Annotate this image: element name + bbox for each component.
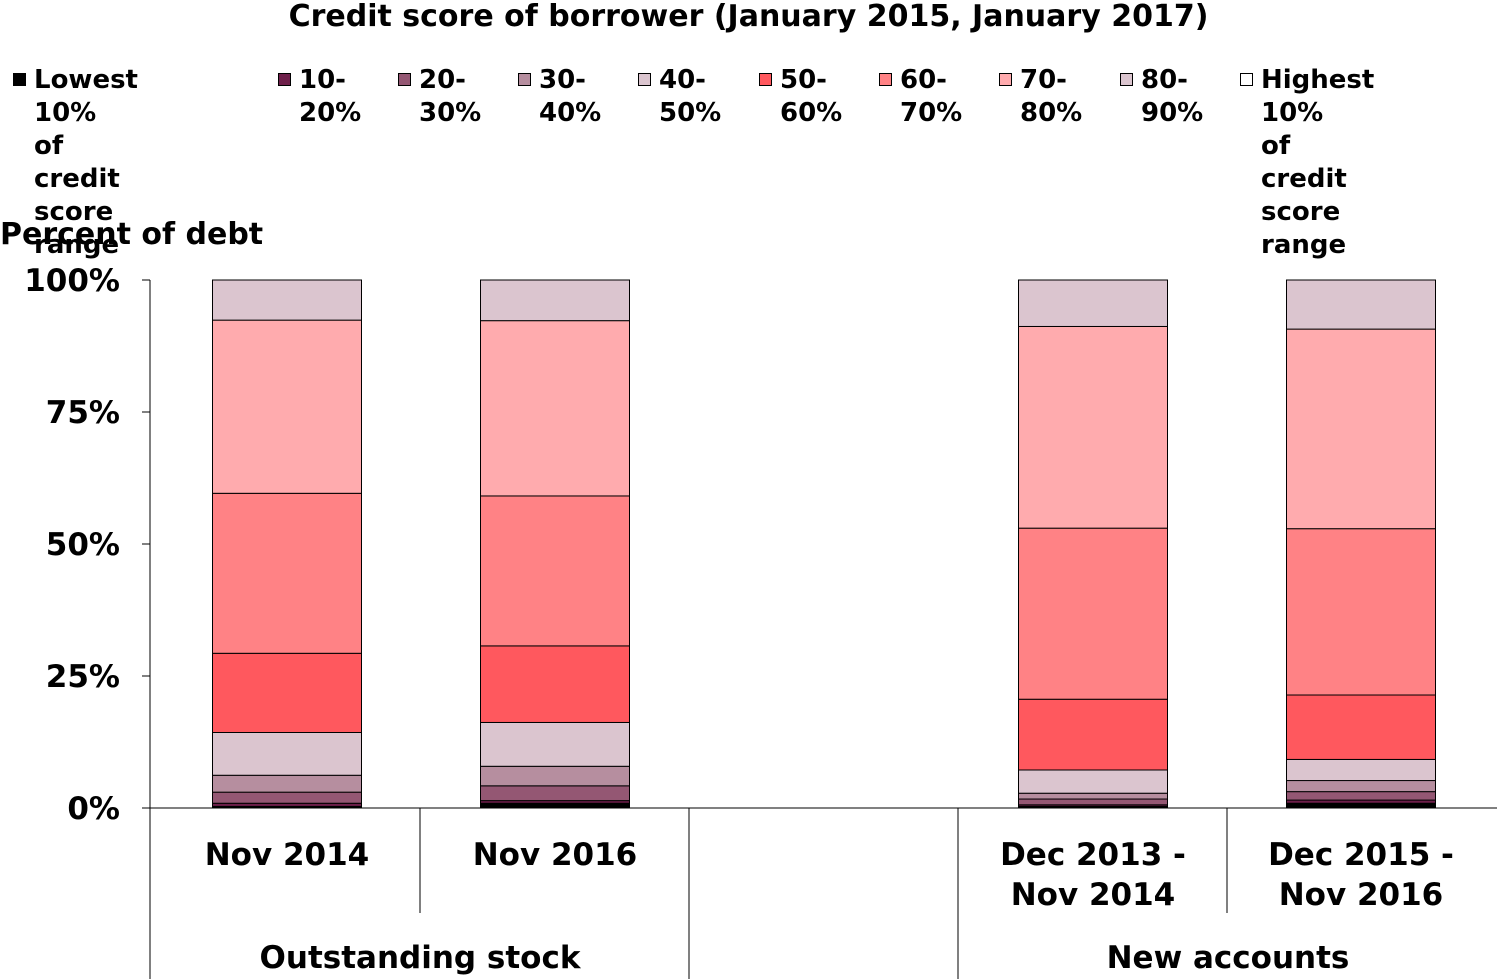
- y-tick-label: 100%: [24, 263, 120, 299]
- legend-swatch: [999, 73, 1012, 86]
- legend-label: 20- 30%: [419, 65, 482, 128]
- bar-segment: [480, 279, 630, 322]
- bar-segment: [1018, 325, 1168, 529]
- y-tick-label: 50%: [46, 527, 120, 563]
- bar-segment: [212, 492, 362, 654]
- bar-segment: [1286, 528, 1436, 696]
- bar-segment: [1018, 527, 1168, 700]
- bar-segment: [1018, 279, 1168, 327]
- x-tick-label: Dec 2015 -: [1268, 837, 1454, 873]
- bar-segment: [1286, 279, 1436, 330]
- bar-segment: [1018, 698, 1168, 771]
- x-tick-label: Nov 2016: [1279, 877, 1444, 913]
- bar-segment: [480, 721, 630, 767]
- bar-segment: [480, 802, 630, 809]
- legend-label: 80- 90%: [1141, 65, 1204, 128]
- bar-segment: [1018, 792, 1168, 800]
- bar-segment: [212, 652, 362, 733]
- bar-segment: [480, 785, 630, 802]
- legend-swatch: [278, 73, 291, 86]
- bar-segment: [1286, 694, 1436, 760]
- bar-segment: [212, 774, 362, 793]
- legend-label: Highest 10% of credit score range: [1261, 65, 1375, 260]
- bar-segment: [212, 731, 362, 776]
- legend-label: 40- 50%: [659, 65, 722, 128]
- bar-segment: [212, 279, 362, 321]
- legend-label: Lowest 10% of credit score range: [34, 65, 138, 260]
- legend-swatch: [759, 73, 772, 86]
- legend-label: 10- 20%: [299, 65, 362, 128]
- legend-label: 30- 40%: [539, 65, 602, 128]
- bar-segment: [1286, 758, 1436, 782]
- x-tick-label: Dec 2013 -: [1000, 837, 1186, 873]
- bar-segment: [1018, 769, 1168, 794]
- legend-label: 50- 60%: [780, 65, 843, 128]
- y-tick-label: 0%: [67, 791, 120, 827]
- bar-segment: [480, 320, 630, 497]
- legend-swatch: [638, 73, 651, 86]
- bar-segment: [480, 495, 630, 647]
- legend-swatch: [13, 73, 26, 86]
- x-group-label: New accounts: [1107, 940, 1350, 976]
- bar-segment: [1286, 328, 1436, 530]
- y-tick-label: 25%: [46, 659, 120, 695]
- x-tick-label: Nov 2014: [1011, 877, 1176, 913]
- bar-segment: [1286, 802, 1436, 809]
- legend-swatch: [1120, 73, 1133, 86]
- bar-segment: [1018, 798, 1168, 806]
- bar-segment: [1286, 780, 1436, 793]
- x-tick-label: Nov 2016: [473, 837, 638, 873]
- y-axis-label: Percent of debt: [0, 217, 264, 252]
- chart-title: Credit score of borrower (January 2015, …: [288, 0, 1209, 34]
- legend-label: 60- 70%: [900, 65, 963, 128]
- bar-segment: [1286, 791, 1436, 801]
- legend-swatch: [879, 73, 892, 86]
- bar-segment: [212, 791, 362, 804]
- legend-swatch: [398, 73, 411, 86]
- legend-label: 70- 80%: [1020, 65, 1083, 128]
- legend-swatch: [518, 73, 531, 86]
- bar-segment: [212, 319, 362, 494]
- bar-segment: [480, 645, 630, 723]
- bar-segment: [480, 765, 630, 787]
- x-group-label: Outstanding stock: [260, 940, 582, 976]
- y-tick-label: 75%: [46, 395, 120, 431]
- legend-swatch: [1240, 73, 1253, 86]
- x-tick-label: Nov 2014: [205, 837, 370, 873]
